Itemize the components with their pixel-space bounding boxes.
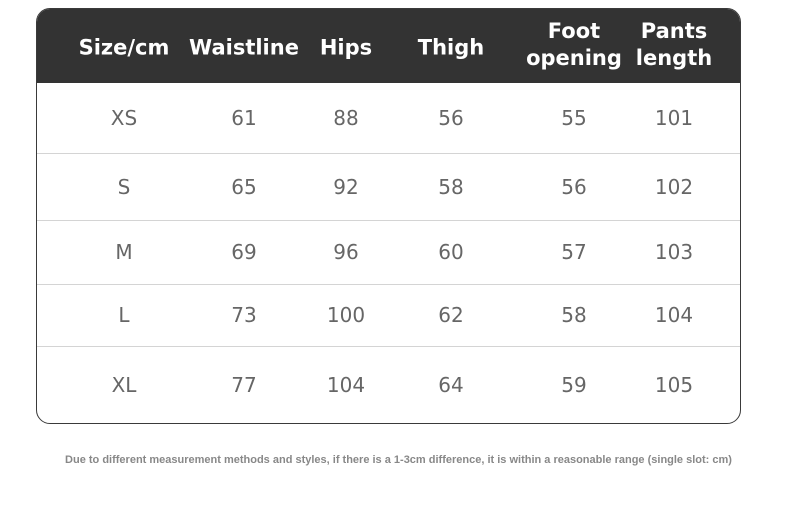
table-cell: XL — [111, 372, 137, 397]
table-cell: L — [118, 303, 130, 327]
table-cell: 56 — [438, 106, 464, 130]
note: Due to different measurement methods and… — [65, 454, 732, 466]
table-cell: 92 — [333, 174, 359, 199]
header-cell: Pants length — [635, 19, 713, 70]
table-cell: 103 — [654, 240, 694, 264]
table-cell: 104 — [326, 372, 366, 397]
table-cell: 77 — [231, 372, 257, 397]
table-cell: 73 — [231, 303, 257, 327]
table-cell: 96 — [333, 240, 359, 264]
table-header: Size/cm Waistline Hips Thigh Foot opening Pan… — [37, 9, 740, 83]
header-cell: Foot opening — [526, 19, 622, 70]
table-cell: 59 — [561, 372, 587, 397]
row-divider — [37, 284, 740, 285]
header-cell: Thigh — [417, 35, 485, 60]
header-cell: Waistline — [189, 35, 299, 60]
table-cell: M — [115, 240, 133, 264]
table-cell: 69 — [231, 240, 257, 264]
table-cell: XS — [110, 106, 138, 130]
row-divider — [37, 153, 740, 154]
table-cell: 100 — [326, 303, 366, 327]
table-cell: 105 — [654, 372, 694, 397]
row-divider — [37, 220, 740, 221]
size-table: Size/cm Waistline Hips Thigh Foot opening Pan… — [36, 8, 741, 424]
table-cell: 65 — [231, 174, 257, 199]
table-cell: 88 — [333, 106, 359, 130]
table-cell: S — [117, 174, 131, 199]
row-divider — [37, 346, 740, 347]
table-cell: 56 — [561, 174, 587, 199]
header-cell: Size/cm — [78, 35, 170, 60]
table-cell: 58 — [561, 303, 587, 327]
table-cell: 62 — [438, 303, 464, 327]
table-cell: 55 — [561, 106, 587, 130]
table-cell: 61 — [231, 106, 257, 130]
table-cell: 64 — [438, 372, 464, 397]
table-cell: 57 — [561, 240, 587, 264]
table-cell: 104 — [654, 303, 694, 327]
table-cell: 60 — [438, 240, 464, 264]
table-cell: 58 — [438, 174, 464, 199]
header-cell: Hips — [319, 35, 373, 60]
table-cell: 102 — [654, 174, 694, 199]
table-cell: 101 — [654, 106, 694, 130]
